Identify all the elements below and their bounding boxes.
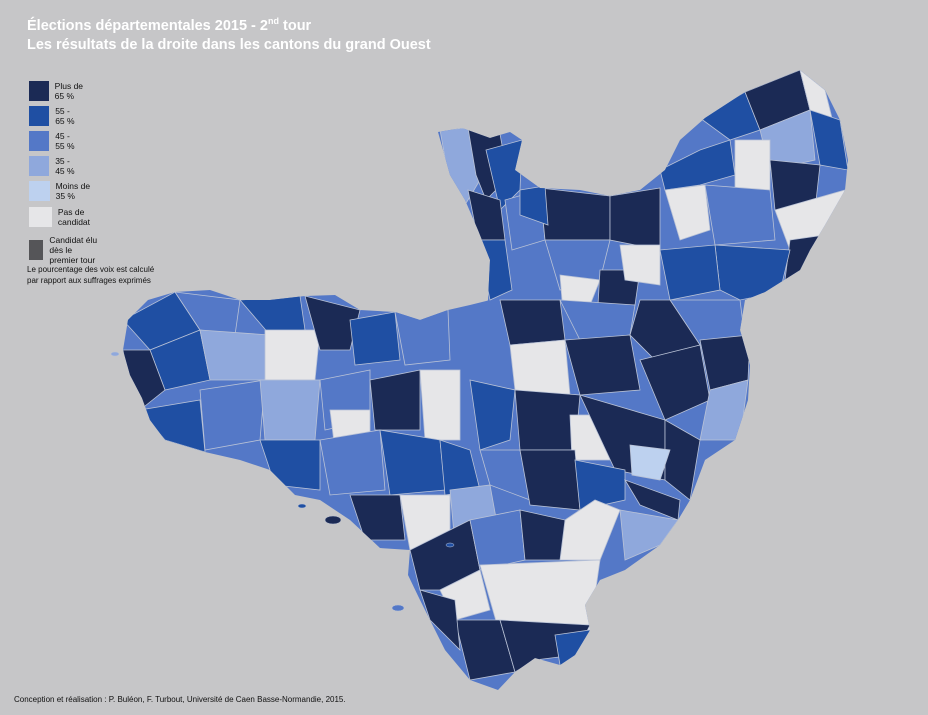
legend-swatch — [29, 131, 50, 151]
legend-item: Candidat élu dès le premier tour — [29, 235, 102, 265]
legend-item: Pas de candidat — [29, 207, 100, 227]
legend-swatch — [29, 81, 49, 101]
legend-swatch — [29, 106, 50, 126]
legend-swatch — [29, 240, 44, 260]
legend-item: 35 - 45 % — [29, 156, 77, 176]
legend-item: Moins de 35 % — [29, 181, 91, 201]
legend-swatch — [29, 181, 50, 201]
legend-item: Plus de 65 % — [29, 81, 85, 101]
legend-item: 55 - 65 % — [29, 106, 77, 126]
map-title: Élections départementales 2015 - 2nd tou… — [27, 12, 431, 55]
title-line-2: Les résultats de la droite dans les cant… — [27, 36, 431, 53]
title-line-1: Élections départementales 2015 - 2nd tou… — [27, 16, 312, 34]
legend-item: 45 - 55 % — [29, 131, 77, 151]
legend-swatch — [29, 156, 50, 176]
credit-text: Conception et réalisation : P. Buléon, F… — [14, 695, 346, 704]
legend-note: Le pourcentage des voix est calculé par … — [27, 265, 155, 285]
legend-swatch — [29, 207, 52, 227]
